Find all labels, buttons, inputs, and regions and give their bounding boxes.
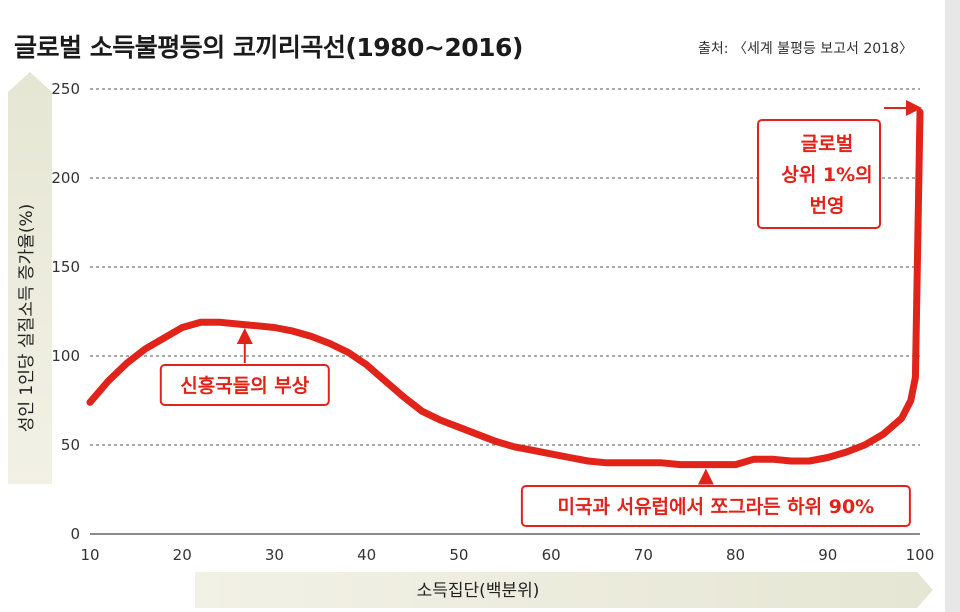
annotation-text-top1-line-1: 글로벌 — [801, 133, 853, 155]
x-axis-band — [195, 572, 933, 608]
chart-title: 글로벌 소득불평등의 코끼리곡선(1980~2016) — [14, 33, 523, 62]
x-tick-label-30: 30 — [265, 546, 284, 564]
y-tick-label-200: 200 — [51, 169, 80, 187]
annotation-box-bottom90 — [520, 485, 911, 527]
y-tick-label-100: 100 — [51, 347, 80, 365]
x-tick-label-50: 50 — [449, 546, 468, 564]
x-axis-label: 소득집단(백분위) — [417, 581, 540, 601]
x-tick-label-40: 40 — [357, 546, 376, 564]
y-tick-label-250: 250 — [51, 80, 80, 98]
x-tick-label-10: 10 — [80, 546, 99, 564]
annotation-text-top1-line-3: 번영 — [810, 195, 845, 217]
x-ticks: 10 20 30 40 50 60 70 80 90 100 — [80, 546, 934, 564]
x-tick-label-20: 20 — [173, 546, 192, 564]
x-tick-label-100: 100 — [906, 546, 935, 564]
y-tick-label-50: 50 — [61, 436, 80, 454]
annotation-box-top1 — [757, 119, 881, 229]
annotation-text-emerging: 신흥국들의 부상 — [180, 374, 309, 397]
x-tick-label-70: 70 — [634, 546, 653, 564]
y-axis-label: 성인 1인당 실질소득 증가율(%) — [17, 204, 37, 433]
x-tick-label-90: 90 — [818, 546, 837, 564]
y-tick-label-0: 0 — [70, 525, 80, 543]
y-ticks: 0 50 100 150 200 250 — [51, 80, 80, 543]
right-edge-strip — [945, 0, 960, 612]
source-note: 출처: 〈세계 불평등 보고서 2018〉 — [698, 41, 913, 57]
series-line-0 — [86, 108, 924, 469]
y-tick-label-150: 150 — [51, 258, 80, 276]
annotation-text-bottom90: 미국과 서유럽에서 쪼그라든 하위 90% — [558, 496, 875, 518]
annotation-text-top1-line-2: 상위 1%의 — [781, 164, 872, 186]
series-group — [86, 108, 924, 469]
y-axis-band — [8, 72, 52, 484]
x-tick-label-60: 60 — [542, 546, 561, 564]
x-tick-label-80: 80 — [726, 546, 745, 564]
annotation-box-emerging — [159, 364, 330, 406]
